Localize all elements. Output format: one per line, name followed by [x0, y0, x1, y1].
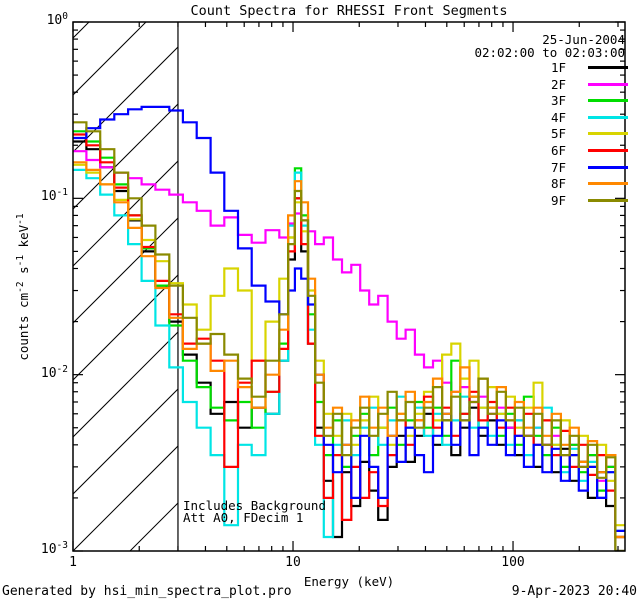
legend-label-4F: 4F [550, 109, 566, 125]
legend-swatch-1F [588, 66, 628, 69]
chart-title: Count Spectra for RHESSI Front Segments [190, 3, 508, 19]
legend-label-2F: 2F [550, 76, 566, 92]
x-tick-label-100: 100 [501, 555, 525, 570]
series-2F [73, 150, 625, 539]
legend-swatch-9F [588, 198, 628, 202]
spectra-series [73, 105, 625, 551]
annotation-attenuator-state: Att A0, FDecim 1 [183, 510, 304, 525]
legend-swatch-4F [588, 115, 628, 119]
legend-label-7F: 7F [550, 159, 566, 175]
legend-swatch-2F [588, 82, 628, 86]
legend-swatch-7F [588, 165, 628, 169]
legend-swatch-8F [588, 182, 628, 186]
legend-swatch-5F [588, 132, 628, 136]
observation-time-range: 02:02:00 to 02:03:00 [474, 45, 625, 60]
plot-timestamp: 9-Apr-2023 20:40 [511, 584, 637, 599]
series-6F [73, 133, 625, 539]
legend-label-3F: 3F [550, 93, 566, 109]
legend-label-1F: 1F [550, 60, 566, 75]
y-tick-label-1e0: 100 [46, 11, 68, 28]
x-axis-label: Energy (keV) [303, 574, 395, 589]
y-axis-label: counts cm-2 s-1 keV-1 [15, 213, 31, 361]
series-9F [73, 121, 625, 551]
legend-label-9F: 9F [550, 192, 566, 208]
generated-by-text: Generated by hsi_min_spectra_plot.pro [2, 584, 292, 599]
y-tick-label-1e-1: 10-1 [40, 187, 68, 205]
series-1F [73, 140, 625, 551]
y-tick-label-1e-2: 10-2 [40, 363, 68, 381]
x-tick-label-1: 1 [69, 555, 77, 570]
series-3F [73, 130, 625, 539]
plot-frame [72, 21, 626, 552]
legend-swatch-6F [588, 149, 628, 152]
annotation-includes-background: Includes Background [183, 498, 326, 513]
legend-label-5F: 5F [550, 126, 566, 142]
y-tick-label-1e-3: 10-3 [40, 540, 68, 557]
axis-ticks [72, 21, 625, 552]
series-8F [73, 161, 625, 539]
legend-swatch-3F [588, 99, 628, 103]
legend-label-6F: 6F [550, 143, 566, 158]
legend-label-8F: 8F [550, 176, 566, 192]
observation-date: 25-Jun-2004 [542, 32, 625, 47]
x-tick-label-10: 10 [285, 555, 301, 570]
series-7F [73, 105, 625, 532]
